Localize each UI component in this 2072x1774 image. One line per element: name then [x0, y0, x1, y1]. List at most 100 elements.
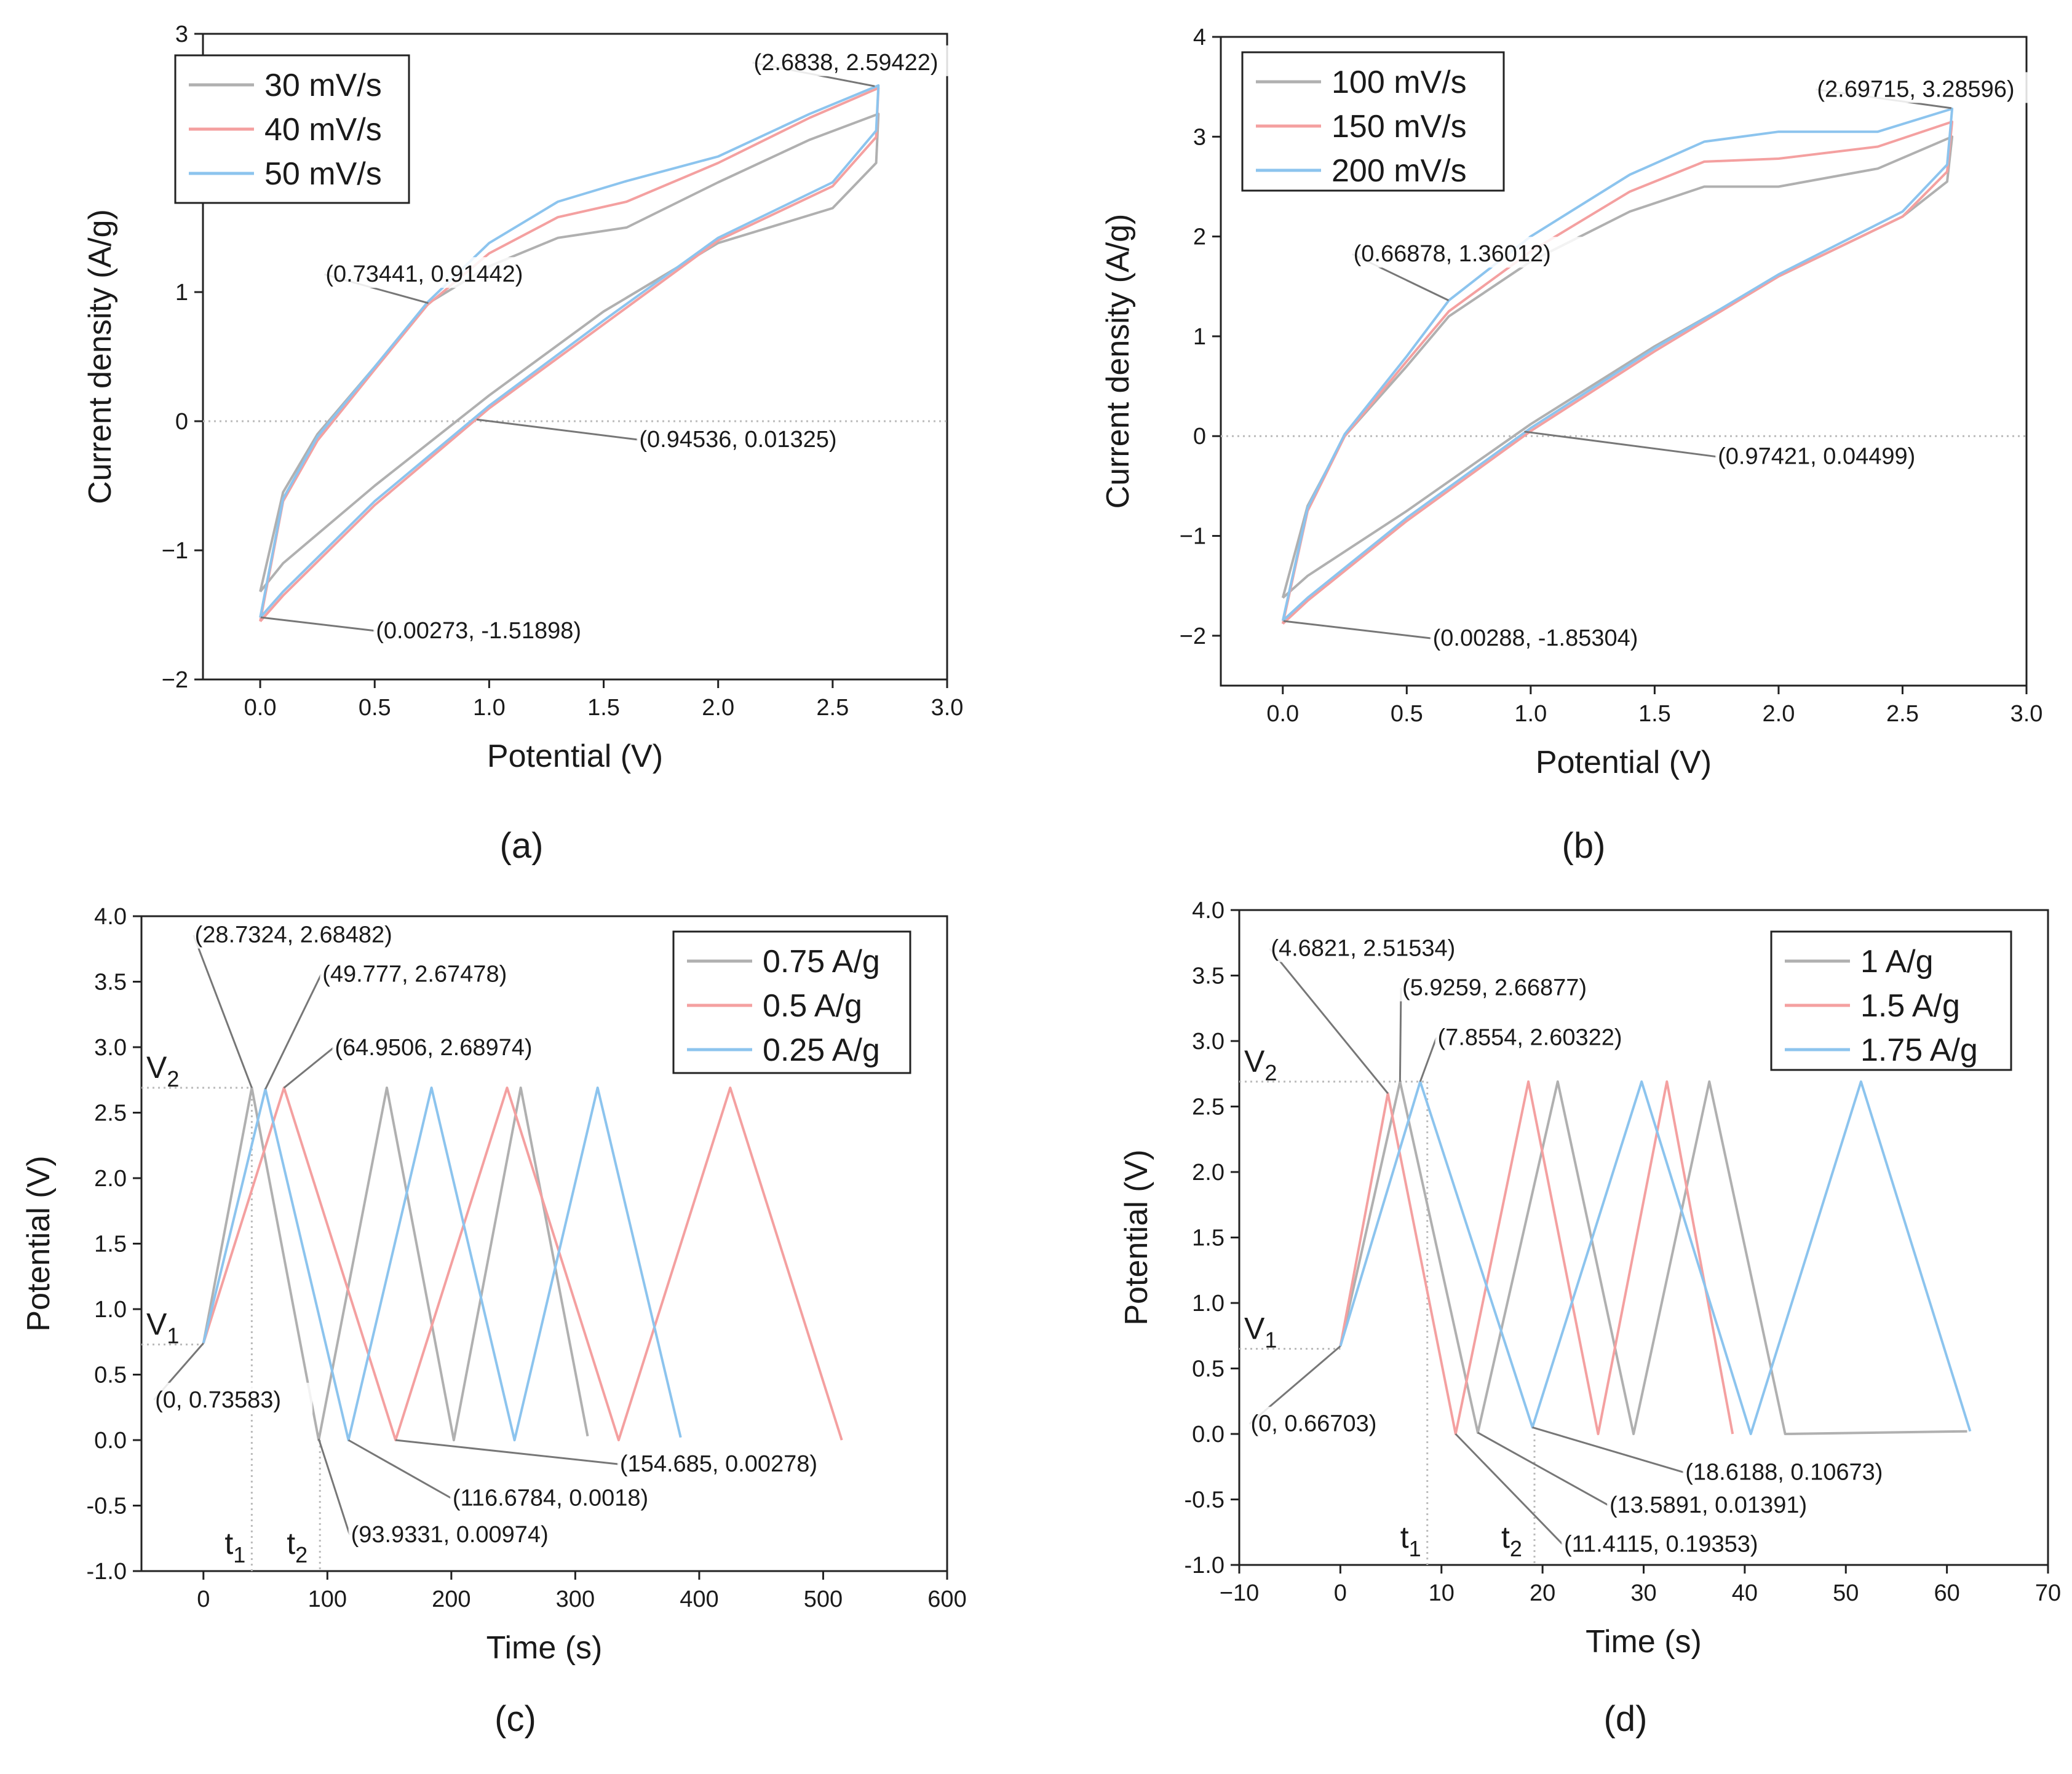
v1-subscript: 1 — [167, 1323, 179, 1348]
y-tick-label: 3.5 — [1192, 964, 1225, 989]
x-tick-label: 0.0 — [1266, 701, 1299, 727]
y-tick-label: 4.0 — [1192, 898, 1225, 924]
x-tick-label: 1.0 — [473, 695, 506, 721]
annotation-backdrop — [751, 45, 976, 76]
chart-panel-a: 0.00.51.01.52.02.53.0−2−10123Potential (… — [82, 22, 976, 866]
y-tick-label: 1.5 — [1192, 1226, 1225, 1251]
x-tick-label: 1.5 — [587, 695, 620, 721]
y-axis-title: Potential (V) — [1119, 1149, 1154, 1325]
x-tick-label: 2.5 — [1886, 701, 1919, 727]
y-tick-label: 4 — [1193, 25, 1206, 50]
annotation-label: (64.9506, 2.68974) — [335, 1035, 532, 1061]
x-axis-title: Potential (V) — [1536, 745, 1712, 780]
annotation-backdrop — [348, 1518, 586, 1549]
y-tick-label: 1.5 — [94, 1232, 127, 1257]
panel-label: (b) — [1562, 826, 1606, 866]
annotation-label: (13.5891, 0.01391) — [1610, 1492, 1807, 1518]
annotation-backdrop — [617, 1447, 855, 1478]
series-line-2 — [259, 84, 880, 619]
annotation-backdrop — [1683, 1455, 1921, 1486]
annotation-backdrop — [323, 257, 561, 288]
t1-subscript: 1 — [1409, 1536, 1421, 1561]
annotation-label: (5.9259, 2.66877) — [1402, 975, 1587, 1000]
annotation-backdrop — [1400, 970, 1624, 1002]
x-tick-label: 0.5 — [359, 695, 391, 721]
annotation-label: (28.7324, 2.68482) — [195, 922, 392, 948]
y-tick-label: 0.5 — [1192, 1356, 1225, 1382]
x-tick-label: 40 — [1732, 1580, 1758, 1606]
x-tick-label: 0 — [197, 1586, 210, 1612]
legend-entry: 200 mV/s — [1332, 153, 1467, 189]
x-tick-label: 200 — [432, 1586, 470, 1612]
series-line-0 — [1339, 1080, 1967, 1435]
y-tick-label: 4.0 — [94, 904, 127, 930]
series-line-1 — [1339, 1080, 1734, 1435]
legend-entry: 1.5 A/g — [1860, 988, 1960, 1024]
x-tick-label: 400 — [680, 1586, 718, 1612]
x-tick-label: 600 — [927, 1586, 966, 1612]
annotation-label: (0.73441, 0.91442) — [325, 261, 523, 287]
annotation-leader — [1524, 430, 1717, 458]
annotation-leader — [1399, 988, 1402, 1082]
annotation-backdrop — [1435, 1020, 1660, 1051]
x-tick-label: 1.5 — [1638, 701, 1671, 727]
annotation-backdrop — [1814, 72, 2052, 103]
y-tick-label: 3.0 — [1192, 1029, 1225, 1055]
annotation-label: (2.69715, 3.28596) — [1817, 76, 2014, 102]
annotation-backdrop — [1430, 621, 1681, 652]
legend-box — [1770, 930, 2012, 1071]
annotation-backdrop — [1562, 1527, 1799, 1558]
y-tick-label: −2 — [1180, 624, 1206, 649]
annotation-label: (0.00288, -1.85304) — [1433, 625, 1638, 651]
annotation-leader — [264, 973, 322, 1090]
annotation-backdrop — [637, 422, 875, 453]
x-axis-title: Time (s) — [486, 1630, 603, 1666]
x-tick-label: 2.0 — [1763, 701, 1795, 727]
y-axis-title: Current density (A/g) — [1100, 214, 1136, 509]
y-axis-title: Potential (V) — [21, 1155, 57, 1331]
series-line-1 — [259, 87, 880, 622]
annotation-leader — [193, 935, 253, 1088]
y-tick-label: 0.0 — [1192, 1422, 1225, 1447]
legend-entry: 40 mV/s — [264, 112, 382, 148]
annotation-backdrop — [332, 1030, 570, 1061]
panel-label: (d) — [1604, 1699, 1648, 1739]
plot-frame — [1220, 36, 2028, 687]
y-axis-title: Current density (A/g) — [82, 209, 118, 504]
x-tick-label: 20 — [1530, 1580, 1555, 1606]
t2-subscript: 2 — [295, 1542, 308, 1567]
annotation-label: (154.685, 0.00278) — [620, 1451, 817, 1477]
t1-subscript: 1 — [233, 1542, 245, 1567]
annotation-leader — [283, 1047, 335, 1089]
y-tick-label: 0.0 — [94, 1428, 127, 1454]
annotation-backdrop — [373, 613, 624, 644]
v1-label: V1 — [146, 1307, 179, 1348]
annotation-leader — [1419, 1037, 1437, 1082]
annotation-leader — [395, 1439, 619, 1465]
x-tick-label: 0 — [1334, 1580, 1347, 1606]
y-tick-label: 3 — [1193, 124, 1206, 150]
y-tick-label: -0.5 — [87, 1494, 127, 1519]
t1-label: t1 — [1400, 1520, 1421, 1561]
x-tick-label: 70 — [2035, 1580, 2061, 1606]
y-tick-label: 0 — [175, 409, 188, 435]
y-tick-label: 1.0 — [94, 1297, 127, 1323]
annotation-backdrop — [1351, 237, 1589, 268]
y-tick-label: 1 — [175, 280, 188, 306]
annotation-backdrop — [1606, 1487, 1844, 1519]
x-tick-label: 500 — [804, 1586, 843, 1612]
legend-entry: 30 mV/s — [264, 68, 382, 103]
y-tick-label: −1 — [162, 538, 188, 564]
series-line-2 — [202, 1087, 682, 1441]
annotation-backdrop — [153, 1382, 313, 1414]
annotation-leader — [1477, 1431, 1609, 1507]
annotation-label: (0, 0.73583) — [155, 1387, 281, 1413]
chart-panel-b: 0.0 0.5 1.0 1.5 2.0 2.5 3.0 −2 −1 0 1 2 3 4 Potential … — [1100, 25, 2052, 866]
legend-box — [174, 54, 410, 204]
y-tick-label: 1.0 — [1192, 1291, 1225, 1317]
x-tick-label: 10 — [1429, 1580, 1455, 1606]
y-tick-label: −1 — [1180, 524, 1206, 550]
legend-entry: 100 mV/s — [1332, 65, 1467, 100]
annotation-label: (0.94536, 0.01325) — [639, 427, 836, 453]
legend-entry: 0.25 A/g — [763, 1032, 880, 1068]
